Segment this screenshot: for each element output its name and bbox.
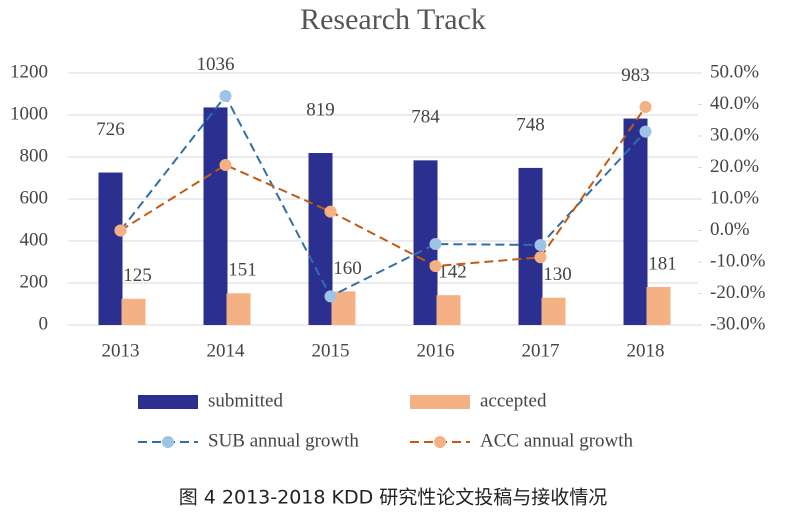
bar (98, 172, 123, 325)
y-tick-label: 400 (20, 229, 49, 250)
y-tick-label: 800 (20, 145, 49, 166)
value-label: 181 (648, 253, 677, 274)
bar (541, 297, 566, 325)
value-label: 142 (438, 262, 467, 283)
marker (639, 101, 652, 114)
bar (203, 107, 228, 325)
line (119, 106, 647, 268)
y2-tick-label: 50.0% (710, 61, 759, 82)
marker (429, 260, 442, 273)
chart-title: Research Track (300, 3, 486, 36)
marker (324, 205, 337, 218)
x-tick-label: 2013 (102, 340, 140, 361)
y-tick-label: 200 (20, 271, 49, 292)
marker (219, 158, 232, 171)
bar (226, 293, 251, 325)
y-tick-label: 1200 (10, 61, 48, 82)
value-label: 748 (516, 114, 545, 135)
x-tick-label: 2014 (207, 340, 246, 361)
legend-swatch (138, 395, 198, 409)
value-label: 784 (411, 107, 440, 128)
legend-swatch (162, 436, 174, 448)
marker (324, 290, 337, 303)
marker (219, 89, 232, 102)
value-label: 151 (228, 260, 257, 281)
y-tick-label: 1000 (10, 103, 48, 124)
marker (114, 224, 127, 237)
bar (646, 286, 671, 325)
marker (429, 238, 442, 251)
bar (436, 295, 461, 325)
value-label: 819 (306, 99, 335, 120)
line (119, 94, 647, 298)
y-tick-label: 600 (20, 187, 49, 208)
y2-tick-label: 30.0% (710, 124, 759, 145)
value-label: 130 (543, 264, 572, 285)
value-label: 125 (123, 265, 152, 286)
legend-label: accepted (480, 390, 547, 411)
x-tick-label: 2016 (417, 340, 455, 361)
x-tick-label: 2017 (522, 340, 560, 361)
marker (639, 125, 652, 138)
x-tick-label: 2015 (312, 340, 350, 361)
bar (121, 298, 146, 325)
legend-label: ACC annual growth (480, 430, 634, 451)
value-label: 160 (333, 258, 362, 279)
caption: 图 4 2013-2018 KDD 研究性论文投稿与接收情况 (179, 487, 608, 509)
y2-tick-label: -10.0% (710, 250, 766, 271)
marker (534, 251, 547, 264)
y2-tick-label: 10.0% (710, 187, 759, 208)
value-label: 1036 (197, 54, 235, 75)
y-tick-label: 0 (39, 313, 49, 334)
value-label: 983 (621, 65, 650, 86)
y2-tick-label: 20.0% (710, 156, 759, 177)
legend-swatch (434, 436, 446, 448)
marker (534, 238, 547, 251)
y2-tick-label: 0.0% (710, 219, 750, 240)
bar (623, 118, 648, 325)
legend-label: submitted (208, 390, 283, 411)
value-label: 726 (96, 119, 125, 140)
y2-tick-label: 40.0% (710, 93, 759, 114)
legend-swatch (410, 395, 470, 409)
x-tick-label: 2018 (627, 340, 665, 361)
y2-tick-label: -20.0% (710, 282, 766, 303)
y2-tick-label: -30.0% (710, 313, 766, 334)
legend-label: SUB annual growth (208, 430, 359, 451)
